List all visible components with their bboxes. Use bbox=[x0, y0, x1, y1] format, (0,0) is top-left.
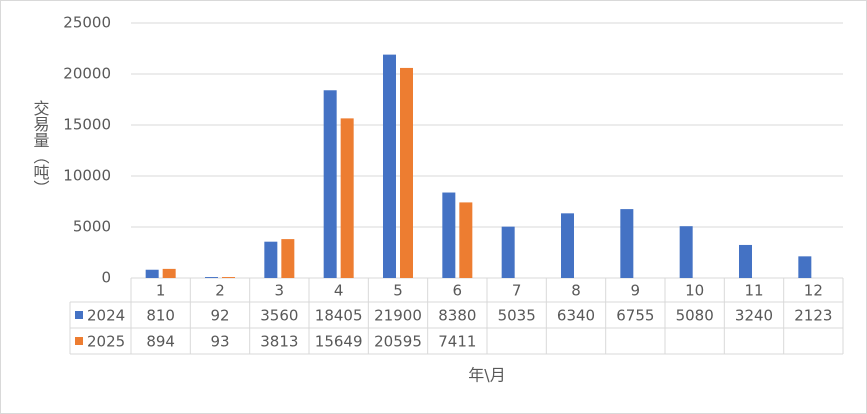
bar bbox=[340, 118, 354, 278]
table-value: 894 bbox=[146, 333, 175, 351]
table-value: 18405 bbox=[315, 307, 363, 325]
table-value: 5035 bbox=[498, 307, 536, 325]
table-value: 92 bbox=[210, 307, 229, 325]
bar bbox=[679, 226, 693, 278]
bar bbox=[459, 202, 473, 278]
bar bbox=[798, 256, 812, 278]
y-tick-label: 25000 bbox=[63, 14, 111, 32]
x-tick-label: 5 bbox=[393, 282, 403, 300]
table-value: 93 bbox=[210, 333, 229, 351]
bar bbox=[400, 67, 413, 278]
y-tick-label: 0 bbox=[101, 269, 111, 287]
x-tick-label: 7 bbox=[512, 282, 522, 300]
y-axis-title: 交易量（吨） bbox=[31, 100, 50, 196]
y-tick-label: 5000 bbox=[73, 218, 111, 236]
table-value: 7411 bbox=[438, 333, 476, 351]
table-value: 3240 bbox=[735, 307, 773, 325]
x-tick-label: 3 bbox=[275, 282, 285, 300]
table-value: 3813 bbox=[260, 333, 298, 351]
table-value: 21900 bbox=[374, 307, 422, 325]
bar bbox=[162, 268, 176, 278]
bar bbox=[739, 244, 752, 278]
x-tick-label: 10 bbox=[685, 282, 704, 300]
x-tick-label: 12 bbox=[804, 282, 823, 300]
table-value: 8380 bbox=[438, 307, 476, 325]
y-tick-label: 10000 bbox=[63, 167, 111, 185]
legend-label: 2025 bbox=[87, 333, 125, 351]
table-value: 810 bbox=[146, 307, 175, 325]
table-value: 2123 bbox=[794, 307, 832, 325]
bar bbox=[323, 90, 337, 278]
bar bbox=[620, 209, 634, 278]
table-value: 5080 bbox=[676, 307, 714, 325]
bar bbox=[205, 277, 218, 278]
table-value: 6755 bbox=[616, 307, 654, 325]
bar bbox=[145, 269, 159, 278]
x-tick-label: 1 bbox=[156, 282, 166, 300]
bar bbox=[281, 239, 295, 278]
y-tick-label: 20000 bbox=[63, 65, 111, 83]
table-value: 15649 bbox=[315, 333, 363, 351]
table-value: 6340 bbox=[557, 307, 595, 325]
bar bbox=[383, 54, 396, 279]
x-tick-label: 11 bbox=[744, 282, 763, 300]
bar bbox=[222, 277, 235, 278]
x-tick-label: 4 bbox=[334, 282, 344, 300]
x-tick-label: 9 bbox=[631, 282, 641, 300]
legend-swatch bbox=[75, 337, 83, 345]
bar bbox=[561, 213, 574, 278]
x-tick-label: 6 bbox=[453, 282, 463, 300]
y-tick-label: 15000 bbox=[63, 116, 111, 134]
table-value: 20595 bbox=[374, 333, 422, 351]
legend-label: 2024 bbox=[87, 307, 125, 325]
bar bbox=[442, 192, 456, 278]
x-axis-title: 年\月 bbox=[468, 366, 505, 385]
legend-swatch bbox=[75, 311, 83, 319]
table-value: 3560 bbox=[260, 307, 298, 325]
bar bbox=[264, 241, 278, 278]
x-tick-label: 8 bbox=[571, 282, 581, 300]
bar bbox=[501, 226, 515, 278]
x-tick-label: 2 bbox=[215, 282, 225, 300]
